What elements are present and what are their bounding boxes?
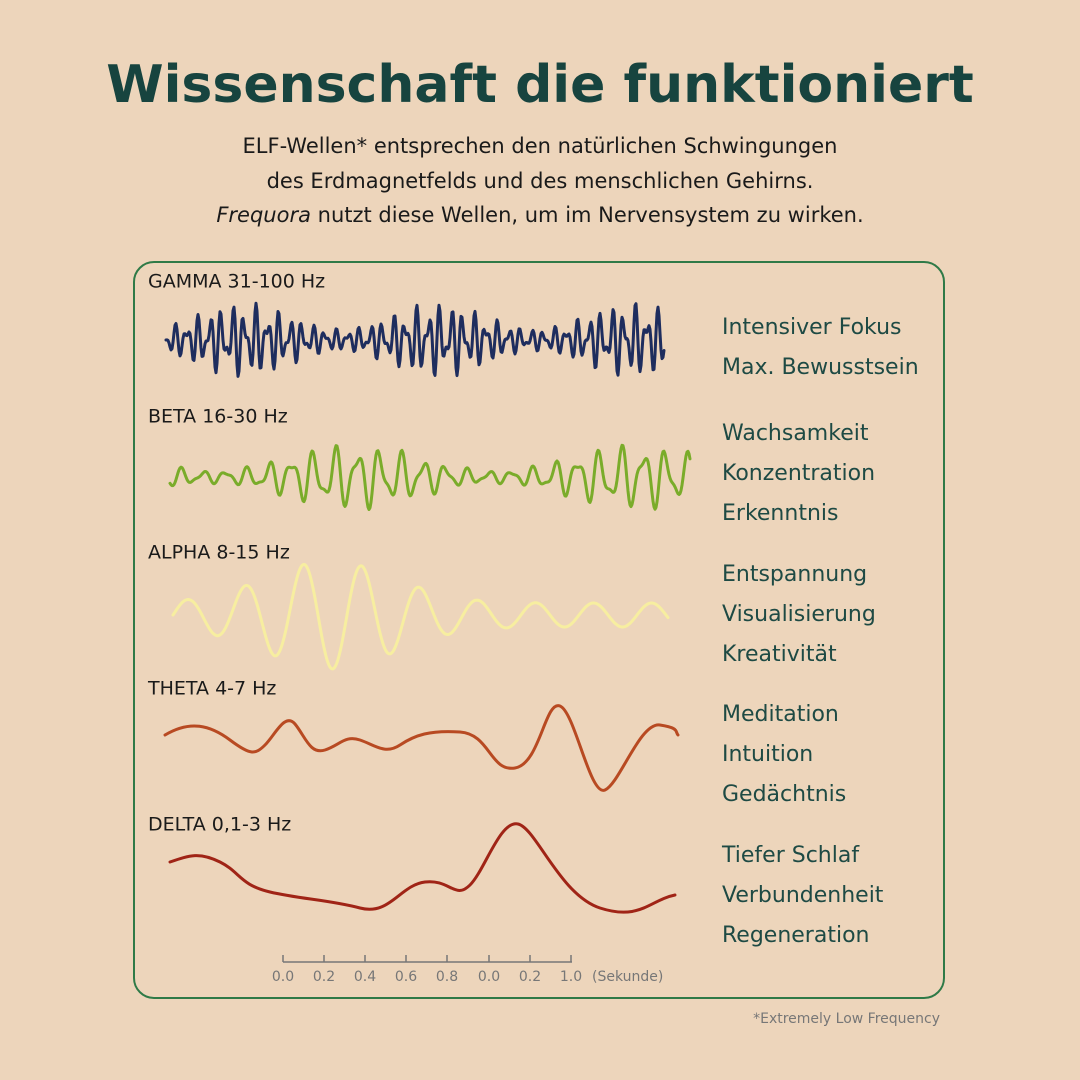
wave-effect: Wachsamkeit (722, 421, 869, 446)
subtitle-line: Frequora nutzt diese Wellen, um im Nerve… (216, 203, 863, 227)
wave-label: THETA 4-7 Hz (147, 678, 276, 700)
scale-label: 0.0 (478, 969, 500, 985)
wave-effect: Regeneration (722, 923, 869, 948)
theta-wave (163, 704, 680, 792)
wave-effect: Kreativität (722, 642, 837, 667)
wave-effect: Tiefer Schlaf (721, 843, 860, 868)
subtitle-line: des Erdmagnetfelds und des menschlichen … (267, 169, 814, 193)
subtitle-line: ELF-Wellen* entsprechen den natürlichen … (243, 134, 838, 158)
scale-unit: (Sekunde) (592, 969, 663, 985)
wave-effect: Gedächtnis (722, 782, 846, 807)
delta-wave (168, 822, 677, 914)
panel (133, 261, 945, 999)
wave-label: BETA 16-30 Hz (148, 406, 288, 428)
beta-wave (168, 443, 692, 511)
gamma-wave (164, 301, 666, 378)
footnote: *Extremely Low Frequency (753, 1011, 940, 1027)
wave-effect: Visualisierung (722, 602, 876, 627)
title: Wissenschaft die funktioniert (106, 55, 974, 115)
wave-effect: Intensiver Fokus (722, 315, 902, 340)
scale-label: 0.2 (519, 969, 541, 985)
wave-effect: Verbundenheit (722, 883, 884, 908)
brand: Frequora (216, 203, 311, 227)
subtitle-text: nutzt diese Wellen, um im Nervensystem z… (311, 203, 864, 227)
wave-label: ALPHA 8-15 Hz (148, 542, 290, 564)
alpha-wave (171, 562, 670, 671)
wave-effect: Erkenntnis (722, 501, 838, 526)
wave-label: GAMMA 31-100 Hz (148, 271, 325, 293)
scale-label: 0.8 (436, 969, 458, 985)
scale-label: 0.6 (395, 969, 417, 985)
scale-label: 0.2 (313, 969, 335, 985)
wave-effect: Entspannung (722, 562, 867, 587)
scale-label: 0.4 (354, 969, 376, 985)
wave-effect: Intuition (722, 742, 813, 767)
wave-label: DELTA 0,1-3 Hz (148, 814, 291, 836)
scale-label: 0.0 (272, 969, 294, 985)
wave-effect: Meditation (722, 702, 839, 727)
wave-effect: Max. Bewusstsein (722, 355, 919, 380)
scale-label: 1.0 (560, 969, 582, 985)
wave-effect: Konzentration (722, 461, 875, 486)
